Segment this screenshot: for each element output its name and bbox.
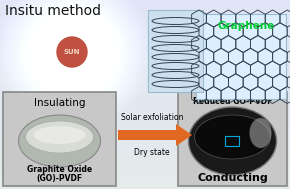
FancyBboxPatch shape xyxy=(196,14,286,99)
Circle shape xyxy=(52,32,92,72)
Text: (GO)-PVDF: (GO)-PVDF xyxy=(37,174,83,183)
Ellipse shape xyxy=(195,115,271,159)
FancyBboxPatch shape xyxy=(178,92,287,186)
Circle shape xyxy=(44,24,100,80)
FancyBboxPatch shape xyxy=(3,92,116,186)
Text: Solar exfoliation: Solar exfoliation xyxy=(121,113,183,122)
FancyBboxPatch shape xyxy=(148,10,203,92)
Polygon shape xyxy=(176,124,192,146)
Text: Insitu method: Insitu method xyxy=(5,4,101,18)
Text: Graphene: Graphene xyxy=(218,21,275,31)
Text: Dry state: Dry state xyxy=(134,148,170,157)
Text: Conducting: Conducting xyxy=(197,173,268,183)
Text: Graphite Oxide: Graphite Oxide xyxy=(27,166,92,174)
Ellipse shape xyxy=(188,107,276,175)
Text: Insulating: Insulating xyxy=(34,98,85,108)
Ellipse shape xyxy=(249,118,271,148)
Ellipse shape xyxy=(26,121,93,153)
Ellipse shape xyxy=(34,126,86,144)
Text: Reduced GO-PVDF: Reduced GO-PVDF xyxy=(193,97,272,106)
Circle shape xyxy=(57,37,87,67)
Ellipse shape xyxy=(19,115,101,167)
FancyBboxPatch shape xyxy=(118,130,176,140)
Text: SUN: SUN xyxy=(64,49,80,55)
